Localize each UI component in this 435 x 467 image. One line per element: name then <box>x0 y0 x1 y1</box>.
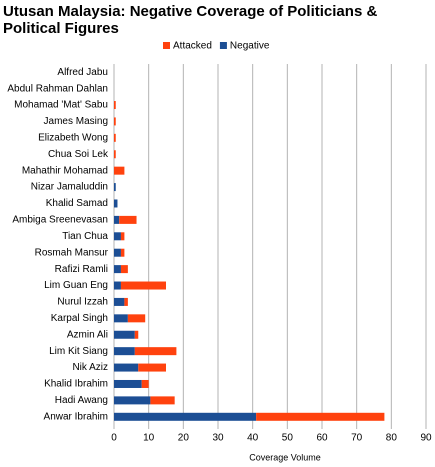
bar-segment <box>119 215 137 224</box>
chart-title: Utusan Malaysia: Negative Coverage of Po… <box>3 3 378 37</box>
bar-segment <box>120 248 125 257</box>
bar-segment <box>114 412 257 421</box>
legend-swatch <box>163 42 170 49</box>
x-tick-label: 60 <box>316 433 328 444</box>
bar-segment <box>138 363 166 372</box>
bar-segment <box>114 101 116 110</box>
y-tick-label: Anwar Ibrahim <box>44 411 108 422</box>
bar-segment <box>114 314 128 323</box>
bar-segment <box>114 330 135 339</box>
y-tick-label: Hadi Awang <box>55 395 108 406</box>
x-tick-label: 30 <box>212 433 224 444</box>
bar-segment <box>114 133 116 142</box>
bar-segment <box>114 117 116 126</box>
bar-segment <box>114 183 116 192</box>
bar-segment <box>141 379 149 388</box>
bar-segment <box>120 265 128 274</box>
bar-segment <box>134 347 177 356</box>
y-tick-label: Rosmah Mansur <box>35 247 109 258</box>
bar-segment <box>114 166 125 175</box>
y-tick-label: Khalid Ibrahim <box>44 379 108 390</box>
bar-segment <box>114 297 125 306</box>
bar-segment <box>114 396 151 405</box>
x-tick-label: 40 <box>247 433 259 444</box>
bar-segment <box>114 232 121 241</box>
bar-segment <box>114 215 120 224</box>
bar-segment <box>256 412 385 421</box>
y-tick-label: Lim Kit Siang <box>49 346 108 357</box>
x-tick-label: 0 <box>111 433 117 444</box>
y-tick-label: Mohamad 'Mat' Sabu <box>14 100 108 111</box>
y-tick-label: Abdul Rahman Dahlan <box>7 83 108 94</box>
y-tick-label: Karpal Singh <box>51 313 108 324</box>
y-tick-label: Rafizi Ramli <box>55 264 108 275</box>
x-axis-title: Coverage Volume <box>249 452 321 462</box>
bar-segment <box>124 297 128 306</box>
bar-segment <box>114 265 121 274</box>
bar-segment <box>114 363 139 372</box>
bar-segment <box>114 150 116 159</box>
bar-segment <box>114 199 118 208</box>
bar-segment <box>127 314 146 323</box>
bar-segment <box>114 379 142 388</box>
y-tick-label: Nik Aziz <box>72 362 108 373</box>
y-tick-label: Alfred Jabu <box>57 67 108 78</box>
legend-label: Negative <box>230 41 270 52</box>
y-tick-label: Mahathir Mohamad <box>22 165 108 176</box>
legend-swatch <box>219 42 227 49</box>
bar-segment <box>134 330 139 339</box>
y-tick-label: Tian Chua <box>62 231 108 242</box>
y-tick-label: Chua Soi Lek <box>48 149 109 160</box>
x-tick-label: 50 <box>282 433 294 444</box>
x-tick-label: 80 <box>386 433 398 444</box>
bar-segment <box>120 232 125 241</box>
bar-segment <box>150 396 175 405</box>
y-tick-label: Azmin Ali <box>67 329 108 340</box>
y-tick-label: Nizar Jamaluddin <box>31 182 108 193</box>
bar-segment <box>120 281 166 290</box>
y-tick-label: Khalid Samad <box>46 198 108 209</box>
y-tick-label: James Masing <box>44 116 108 127</box>
legend-label: Attacked <box>173 41 212 52</box>
bar-segment <box>114 248 121 257</box>
bar-segment <box>114 347 135 356</box>
y-tick-label: Ambiga Sreenevasan <box>12 215 108 226</box>
y-tick-label: Elizabeth Wong <box>38 132 108 143</box>
x-tick-label: 20 <box>178 433 190 444</box>
bar-segment <box>114 281 121 290</box>
x-tick-label: 10 <box>143 433 155 444</box>
y-tick-label: Nurul Izzah <box>57 297 108 308</box>
x-tick-label: 70 <box>351 433 363 444</box>
x-tick-label: 90 <box>420 433 432 444</box>
y-tick-label: Lim Guan Eng <box>44 280 108 291</box>
